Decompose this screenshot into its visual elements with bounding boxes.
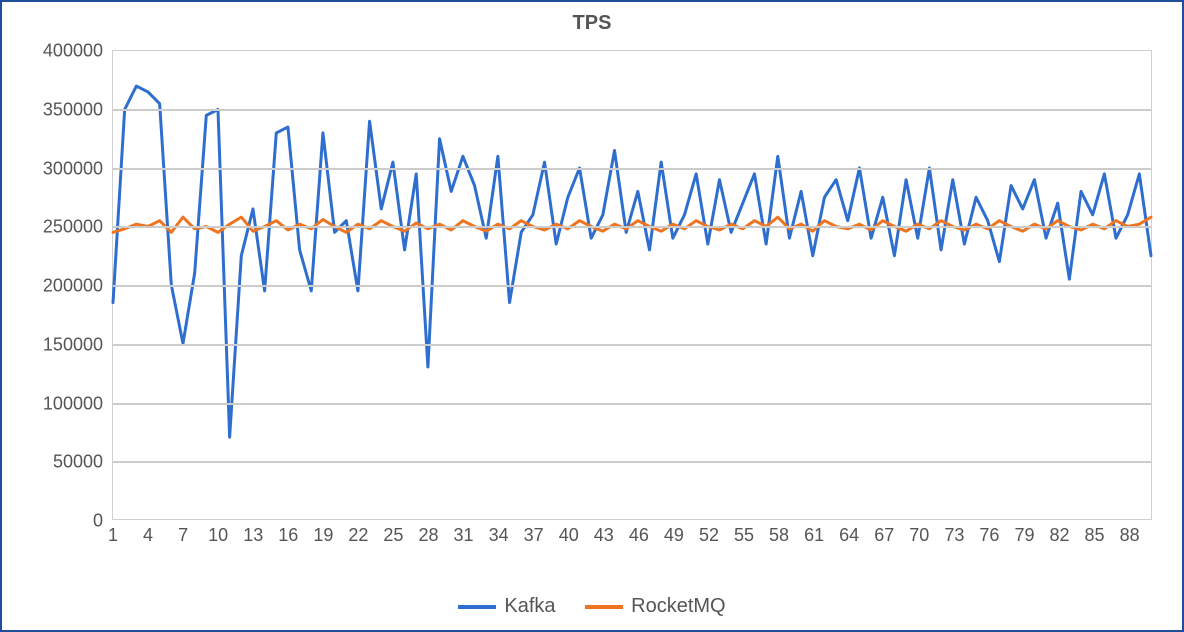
x-tick-label: 34 [489, 525, 509, 546]
x-tick-label: 55 [734, 525, 754, 546]
legend: Kafka RocketMQ [2, 592, 1182, 619]
grid-line [113, 168, 1151, 170]
y-tick-label: 400000 [13, 41, 103, 62]
x-tick-label: 49 [664, 525, 684, 546]
y-tick-label: 50000 [13, 452, 103, 473]
legend-swatch-rocketmq [585, 605, 623, 609]
x-tick-label: 64 [839, 525, 859, 546]
grid-line [113, 403, 1151, 405]
x-tick-label: 28 [418, 525, 438, 546]
legend-label-kafka: Kafka [504, 595, 555, 618]
y-tick-label: 100000 [13, 393, 103, 414]
grid-line [113, 285, 1151, 287]
x-tick-label: 85 [1085, 525, 1105, 546]
y-tick-label: 350000 [13, 99, 103, 120]
x-tick-label: 76 [979, 525, 999, 546]
x-tick-label: 25 [383, 525, 403, 546]
legend-swatch-kafka [458, 605, 496, 609]
x-tick-label: 31 [454, 525, 474, 546]
x-tick-label: 13 [243, 525, 263, 546]
x-tick-label: 73 [944, 525, 964, 546]
plot-background: 0500001000001500002000002500003000003500… [112, 50, 1152, 520]
x-tick-label: 46 [629, 525, 649, 546]
y-tick-label: 300000 [13, 158, 103, 179]
x-tick-label: 4 [143, 525, 153, 546]
x-tick-label: 1 [108, 525, 118, 546]
x-tick-label: 82 [1050, 525, 1070, 546]
x-tick-label: 79 [1014, 525, 1034, 546]
y-tick-label: 250000 [13, 217, 103, 238]
x-tick-label: 16 [278, 525, 298, 546]
plot-area: 0500001000001500002000002500003000003500… [112, 50, 1152, 520]
grid-line [113, 109, 1151, 111]
y-tick-label: 150000 [13, 334, 103, 355]
x-tick-label: 43 [594, 525, 614, 546]
x-tick-label: 61 [804, 525, 824, 546]
x-tick-label: 88 [1120, 525, 1140, 546]
legend-item-rocketmq: RocketMQ [585, 595, 725, 618]
x-tick-label: 67 [874, 525, 894, 546]
grid-line [113, 461, 1151, 463]
y-tick-label: 0 [13, 511, 103, 532]
x-tick-label: 10 [208, 525, 228, 546]
x-tick-label: 7 [178, 525, 188, 546]
series-line-kafka [113, 86, 1151, 437]
x-tick-label: 22 [348, 525, 368, 546]
x-tick-label: 40 [559, 525, 579, 546]
legend-label-rocketmq: RocketMQ [631, 595, 725, 618]
x-tick-label: 19 [313, 525, 333, 546]
chart-title: TPS [2, 12, 1182, 35]
x-tick-label: 52 [699, 525, 719, 546]
grid-line [113, 226, 1151, 228]
legend-item-kafka: Kafka [458, 595, 555, 618]
x-tick-label: 58 [769, 525, 789, 546]
grid-line [113, 344, 1151, 346]
x-tick-label: 37 [524, 525, 544, 546]
x-tick-label: 70 [909, 525, 929, 546]
y-tick-label: 200000 [13, 276, 103, 297]
chart-container: TPS 050000100000150000200000250000300000… [0, 0, 1184, 632]
